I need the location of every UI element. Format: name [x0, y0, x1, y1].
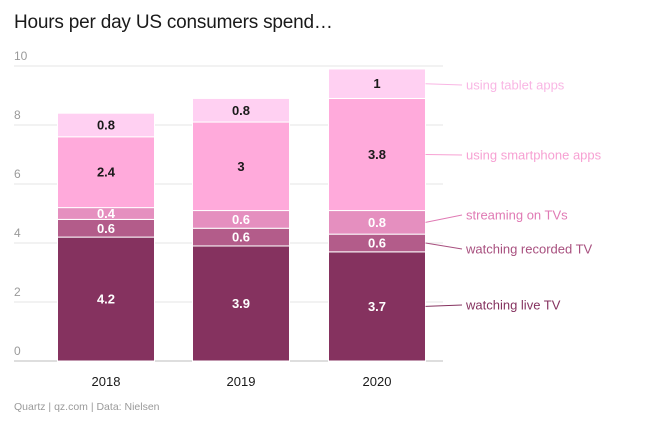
data-label: 1: [373, 76, 380, 91]
data-label: 2.4: [97, 165, 116, 180]
bar-segment-using-tablet-apps: [328, 68, 426, 99]
legend-leader-line: [425, 154, 463, 156]
x-category-label: 2019: [227, 374, 256, 389]
y-tick-label: 8: [14, 108, 21, 122]
legend: watching live TV watching recorded TV stre…: [425, 78, 602, 313]
x-category-label: 2020: [363, 374, 392, 389]
data-label: 0.8: [368, 215, 386, 230]
legend-label: using smartphone apps: [466, 148, 602, 163]
data-label: 0.8: [97, 118, 115, 133]
x-axis-categories: 2018 2019 2020: [92, 374, 392, 389]
data-label: 0.8: [232, 103, 250, 118]
y-axis-ticks: 0 2 4 6 8 10: [14, 49, 28, 358]
bars: [57, 68, 426, 362]
y-tick-label: 6: [14, 167, 21, 181]
data-label: 0.6: [232, 230, 250, 245]
x-category-label: 2018: [92, 374, 121, 389]
source-credit: Quartz | qz.com | Data: Nielsen: [14, 401, 160, 413]
y-tick-label: 10: [14, 49, 28, 63]
data-label: 3.7: [368, 299, 386, 314]
data-labels: 4.20.60.42.40.83.90.60.630.83.70.60.83.8…: [97, 76, 386, 314]
data-label: 0.6: [232, 212, 250, 227]
bar-segment-watching-live-TV: [192, 245, 290, 362]
data-label: 4.2: [97, 292, 115, 307]
data-label: 3: [237, 159, 244, 174]
y-tick-label: 4: [14, 226, 21, 240]
legend-label: watching live TV: [465, 298, 561, 313]
data-label: 3.8: [368, 147, 386, 162]
legend-leader-line: [425, 214, 463, 223]
y-tick-label: 0: [14, 344, 21, 358]
data-label: 0.6: [368, 236, 386, 251]
legend-label: watching recorded TV: [465, 242, 593, 257]
bar-segment-using-smartphone-apps: [57, 136, 155, 209]
bar-segment-watching-live-TV: [328, 251, 426, 362]
legend-leader-line: [425, 83, 463, 86]
chart-title: Hours per day US consumers spend…: [14, 12, 333, 33]
data-label: 3.9: [232, 296, 250, 311]
data-label: 0.4: [97, 206, 116, 221]
y-tick-label: 2: [14, 285, 21, 299]
bar-segment-using-smartphone-apps: [192, 121, 290, 212]
bar-segment-using-smartphone-apps: [328, 97, 426, 212]
bar-segment-using-tablet-apps: [57, 112, 155, 138]
legend-label: using tablet apps: [466, 78, 565, 93]
bar-segment-using-tablet-apps: [192, 97, 290, 123]
bar-segment-watching-live-TV: [57, 236, 155, 362]
legend-label: streaming on TVs: [466, 208, 568, 223]
legend-leader-line: [425, 304, 463, 307]
legend-leader-line: [425, 242, 463, 250]
data-label: 0.6: [97, 221, 115, 236]
